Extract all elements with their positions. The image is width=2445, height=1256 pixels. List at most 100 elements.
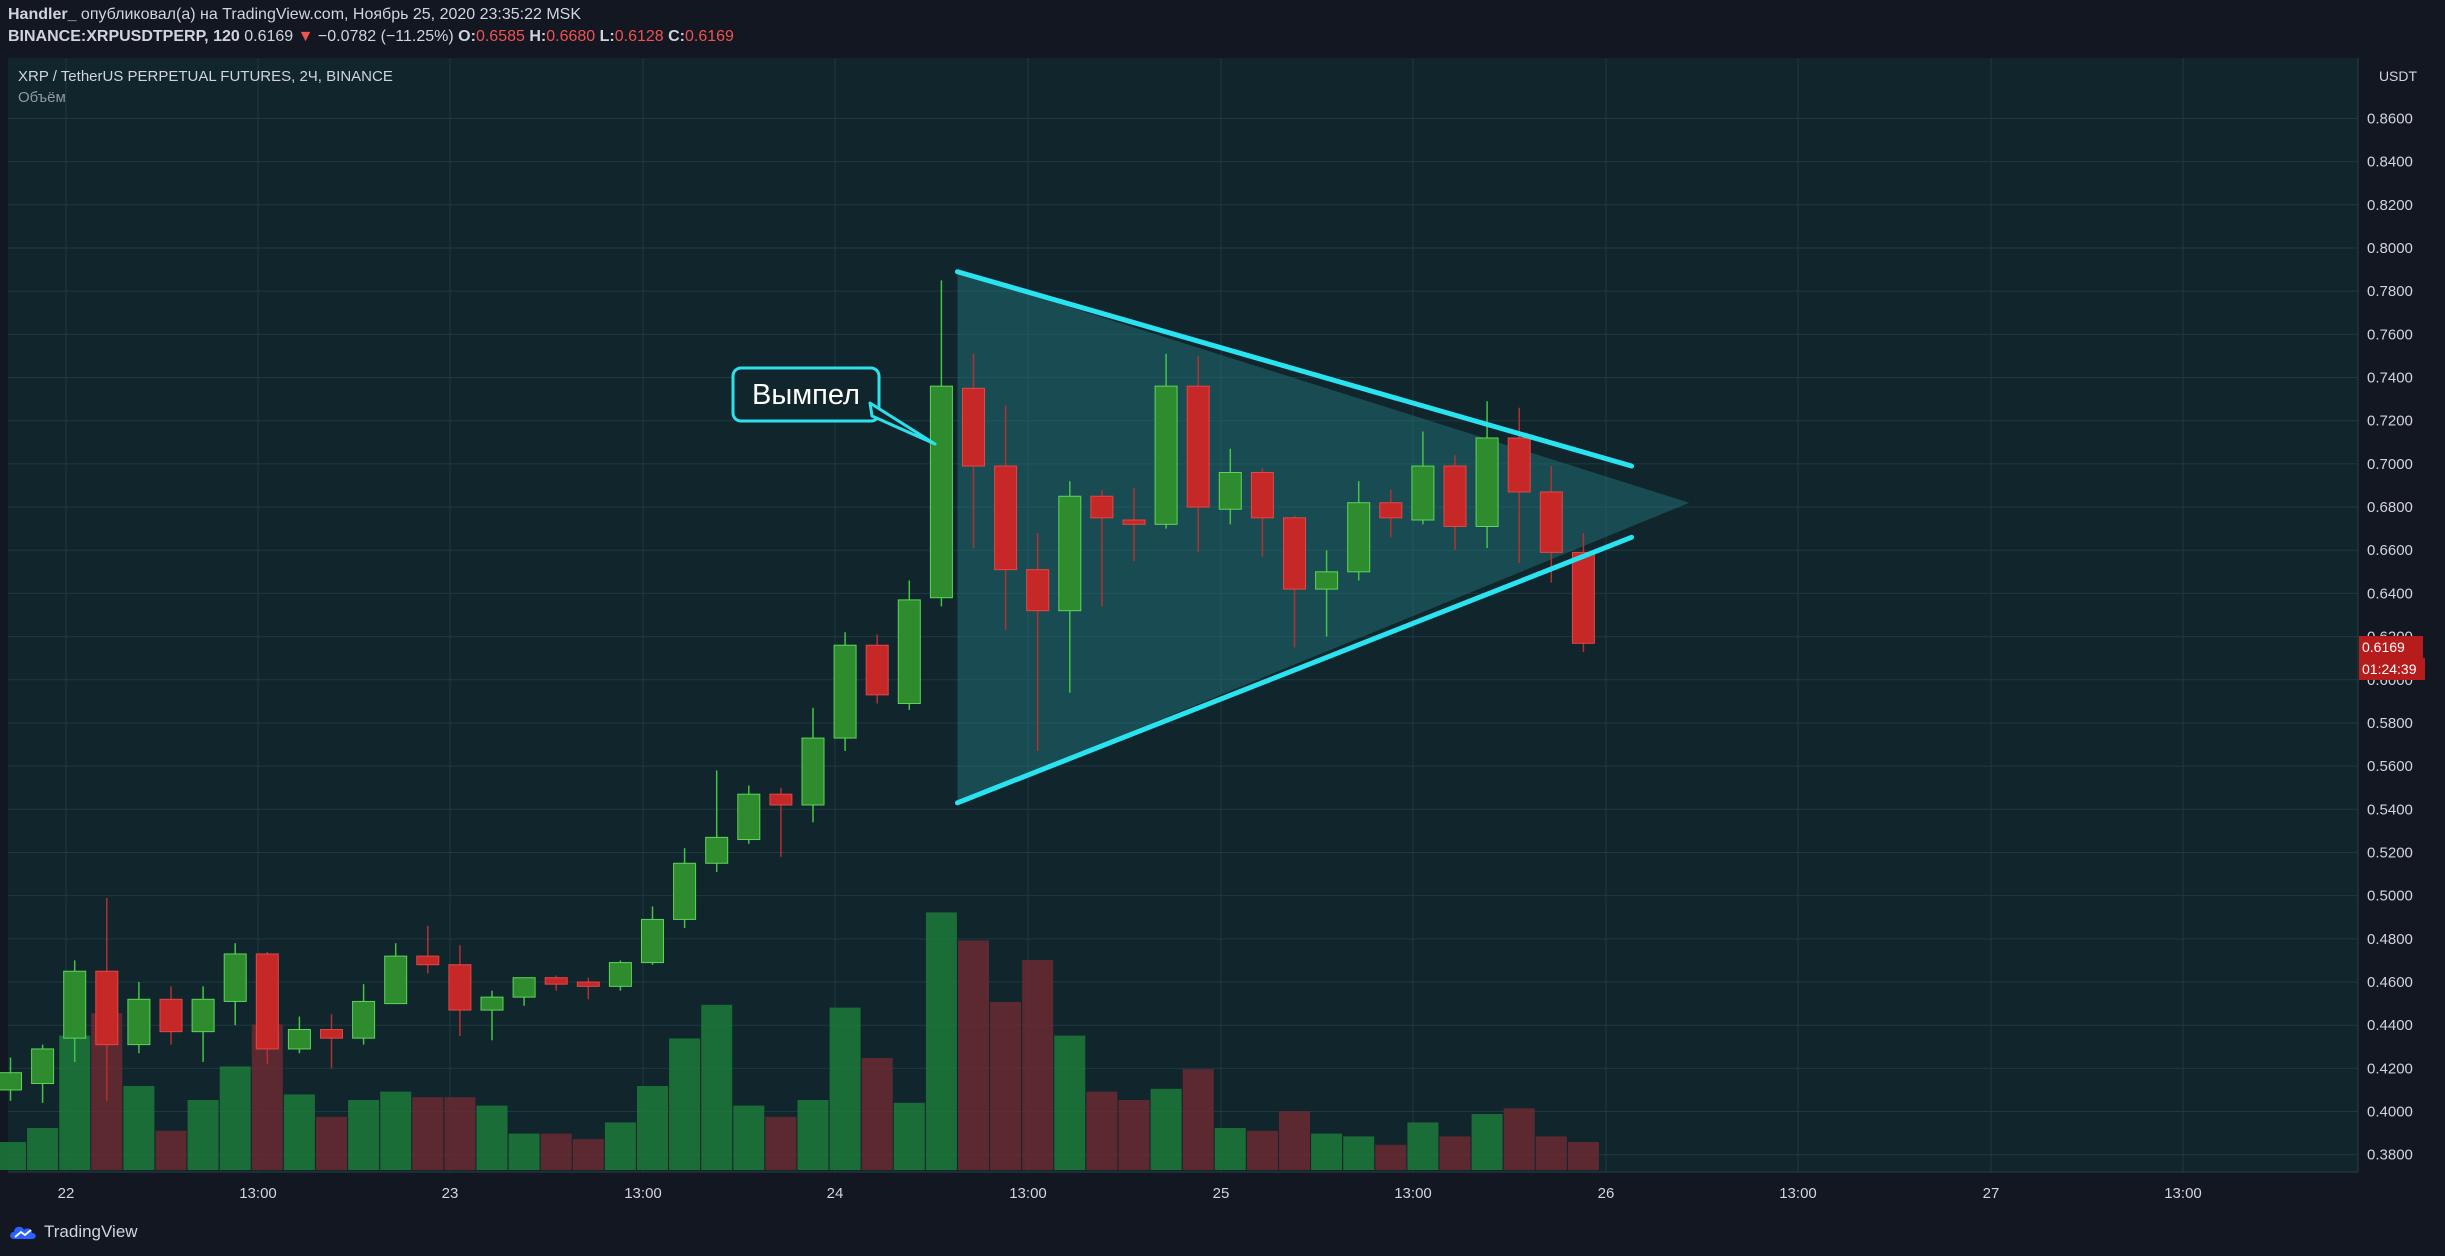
volume-bar — [1375, 1144, 1407, 1170]
symbol[interactable]: BINANCE:XRPUSDTPERP, 120 — [8, 28, 240, 45]
tradingview-logo[interactable]: TradingView — [8, 1222, 138, 1242]
volume-bar — [380, 1091, 412, 1170]
close-value: 0.6169 — [685, 28, 734, 45]
callout-box — [731, 366, 881, 423]
candle-up — [191, 998, 215, 1033]
candle-up — [1154, 385, 1178, 525]
volume-bar — [765, 1116, 797, 1170]
volume-bar — [733, 1105, 765, 1170]
y-tick-label: 0.7600 — [2367, 326, 2413, 343]
volume-bar — [925, 912, 957, 1170]
pennant-callout[interactable]: Вымпел — [731, 366, 937, 446]
close-label: C: — [668, 28, 686, 45]
candle-down — [1250, 472, 1274, 519]
high-label: H: — [529, 28, 547, 45]
timer-badge-text: 01:24:39 — [2362, 661, 2417, 677]
candle-down — [994, 465, 1018, 571]
trend-lines[interactable] — [954, 269, 1635, 806]
candle-down — [769, 793, 793, 806]
candle-up — [512, 977, 536, 998]
x-tick-label: 13:00 — [1009, 1185, 1047, 1202]
volume-bars — [0, 912, 1599, 1170]
pennant — [957, 271, 1690, 803]
volume-bar — [412, 1097, 444, 1170]
y-tick-label: 0.8000 — [2367, 240, 2413, 257]
candle-down — [1026, 569, 1050, 612]
candle-up — [0, 1072, 22, 1091]
y-tick-label: 0.5200 — [2367, 844, 2413, 861]
volume-bar — [1086, 1091, 1118, 1170]
candle-down — [1539, 491, 1563, 553]
cloud-icon — [10, 1226, 36, 1239]
currency-label: USDT — [2379, 68, 2418, 84]
price-change: −0.0782 (−11.25%) — [317, 28, 454, 45]
x-tick-label: 13:00 — [239, 1185, 277, 1202]
x-tick-label: 23 — [442, 1185, 459, 1202]
y-tick-label: 0.7000 — [2367, 456, 2413, 473]
author-name[interactable]: Handler_ — [8, 6, 77, 23]
x-tick-label: 13:00 — [624, 1185, 662, 1202]
volume-bar — [572, 1139, 604, 1170]
candle-down — [1571, 551, 1595, 644]
volume-bar — [1503, 1108, 1535, 1170]
y-tick-label: 0.8200 — [2367, 197, 2413, 214]
candle-up — [897, 599, 921, 705]
open-value: 0.6585 — [475, 28, 525, 45]
candle-up — [673, 862, 697, 920]
volume-bar — [123, 1086, 155, 1170]
volume-bar — [219, 1066, 251, 1170]
volume-bar — [27, 1128, 59, 1170]
volume-bar — [637, 1086, 668, 1170]
candle-up — [1218, 472, 1242, 510]
volume-bar — [444, 1097, 476, 1170]
y-tick-label: 0.4800 — [2367, 931, 2413, 948]
pennant-upper-line[interactable] — [954, 269, 1635, 469]
low-label: L: — [599, 28, 615, 45]
y-tick-label: 0.7200 — [2367, 413, 2413, 430]
callout-pointer — [868, 401, 937, 446]
published-text: опубликовал(а) на TradingView.com, Ноябр… — [80, 6, 582, 23]
volume-bar — [348, 1100, 380, 1170]
candle-up — [1411, 465, 1435, 521]
candle-up — [737, 793, 761, 841]
candle-up — [223, 953, 247, 1002]
publish-line: Handler_ опубликовал(а) на TradingView.c… — [8, 6, 581, 24]
candle-up — [384, 955, 408, 1005]
candle-down — [416, 955, 440, 966]
price-badge — [2359, 636, 2423, 658]
candle-down — [255, 953, 279, 1050]
candle-up — [641, 918, 664, 964]
pennant-lower-line[interactable] — [954, 534, 1635, 806]
y-tick-label: 0.8600 — [2367, 110, 2413, 127]
y-tick-label: 0.6600 — [2367, 542, 2413, 559]
candle-up — [480, 996, 504, 1011]
candle-down — [95, 970, 119, 1046]
y-tick-label: 0.7400 — [2367, 370, 2413, 387]
candle-down — [962, 387, 985, 467]
branding-text: TradingView — [44, 1222, 138, 1241]
candle-up — [801, 737, 825, 806]
candle-up — [1475, 437, 1499, 527]
x-tick-label: 22 — [58, 1185, 75, 1202]
x-tick-label: 25 — [1213, 1185, 1230, 1202]
candle-down — [1379, 502, 1403, 519]
x-tick-label: 13:00 — [1779, 1185, 1817, 1202]
candle-up — [608, 962, 632, 987]
volume-bar — [476, 1105, 508, 1170]
volume-bar — [1535, 1136, 1567, 1170]
candle-up — [287, 1029, 311, 1050]
candle-down — [544, 977, 568, 985]
volume-bar — [540, 1133, 572, 1170]
volume-bar — [1214, 1128, 1246, 1170]
candle-down — [1283, 517, 1306, 590]
candle-down — [320, 1029, 343, 1039]
volume-bar — [861, 1058, 893, 1170]
candle-up — [63, 970, 87, 1039]
volume-bar — [990, 1002, 1022, 1170]
volume-bar — [1279, 1111, 1310, 1170]
volume-bar — [187, 1100, 219, 1170]
y-tick-label: 0.4400 — [2367, 1017, 2413, 1034]
volume-bar — [893, 1102, 925, 1170]
time-axis[interactable]: 22 13:00 23 13:00 24 13:00 25 13:00 26 13:00 27 13:… — [58, 1185, 2202, 1202]
